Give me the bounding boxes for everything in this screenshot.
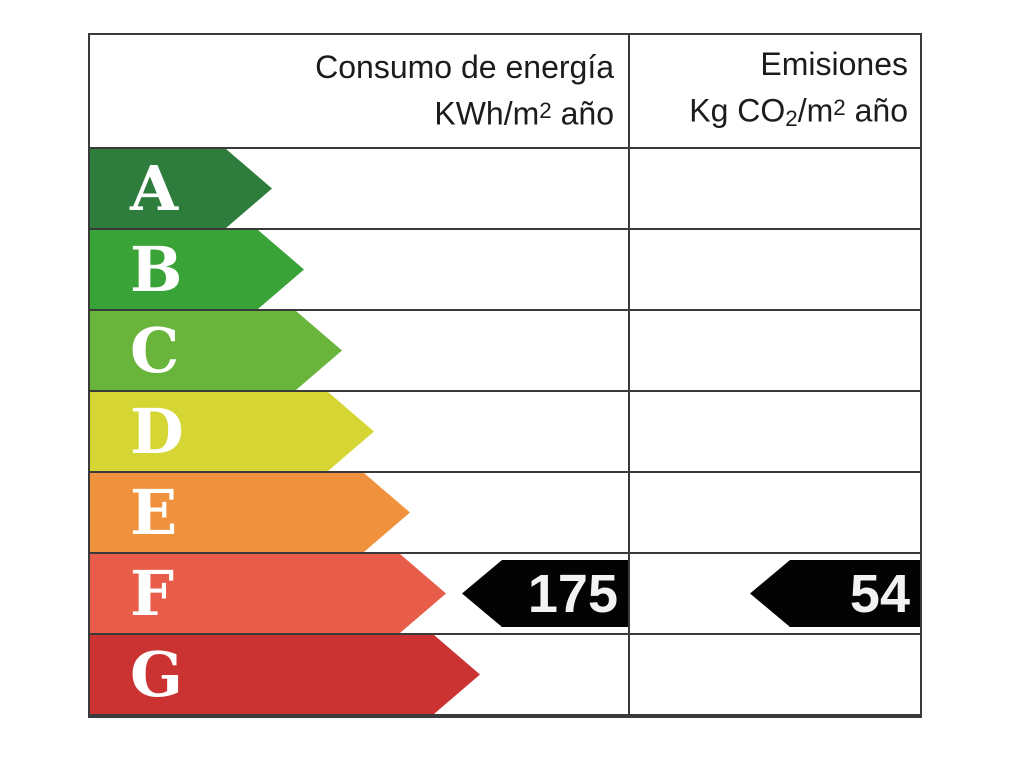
rating-letter-d: D [130,394,184,468]
rating-letter-b: B [130,232,183,306]
emisiones-value: 54 [849,563,910,624]
rating-arrow-e: E [90,473,410,552]
column-header-consumo: Consumo de energía KWh/m2 año [90,35,630,147]
rating-letter-e: E [130,475,178,549]
rating-row-b: B [90,230,920,311]
rating-row-d: D [90,392,920,473]
emisiones-indicator-arrow: 54 [750,560,920,627]
rating-row-g: G [90,635,920,716]
rating-arrow-d: D [90,392,374,471]
energy-rating-certificate: Consumo de energía KWh/m2 año Emisiones … [88,33,922,718]
table-header: Consumo de energía KWh/m2 año Emisiones … [90,35,920,149]
rating-arrow-a: A [90,149,272,228]
rating-letter-a: A [130,151,179,225]
emisiones-unit: Kg CO2/m2 año [689,92,908,131]
consumo-title: Consumo de energía [315,49,614,86]
column-header-emisiones: Emisiones Kg CO2/m2 año [630,35,920,147]
rating-row-c: C [90,311,920,392]
consumo-value: 175 [527,563,618,624]
rating-row-f: F 175 54 [90,554,920,635]
consumo-indicator-arrow: 175 [462,560,628,627]
rating-arrow-g: G [90,635,480,714]
column-divider [628,35,630,716]
rating-letter-g: G [130,637,183,711]
rating-arrow-f: F [90,554,446,633]
rating-row-a: A [90,149,920,230]
rating-arrow-b: B [90,230,304,309]
consumo-unit: KWh/m2 año [434,95,614,132]
rating-row-e: E [90,473,920,554]
emisiones-title: Emisiones [760,45,908,82]
rating-arrow-c: C [90,311,342,390]
rating-letter-c: C [130,313,180,387]
rating-letter-f: F [130,556,175,630]
